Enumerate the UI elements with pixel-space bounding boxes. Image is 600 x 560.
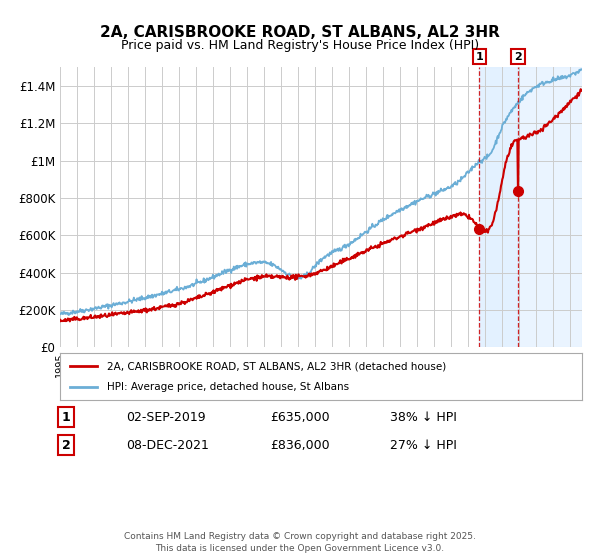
Text: HPI: Average price, detached house, St Albans: HPI: Average price, detached house, St A… (107, 382, 349, 392)
Text: Contains HM Land Registry data © Crown copyright and database right 2025.
This d: Contains HM Land Registry data © Crown c… (124, 533, 476, 553)
Text: 02-SEP-2019: 02-SEP-2019 (126, 410, 206, 424)
Text: 2: 2 (62, 438, 70, 452)
Text: 2A, CARISBROOKE ROAD, ST ALBANS, AL2 3HR: 2A, CARISBROOKE ROAD, ST ALBANS, AL2 3HR (100, 25, 500, 40)
Bar (518, 67, 582, 347)
Text: £836,000: £836,000 (270, 438, 329, 452)
Text: £635,000: £635,000 (270, 410, 329, 424)
Bar (479, 67, 518, 347)
Text: 27% ↓ HPI: 27% ↓ HPI (390, 438, 457, 452)
Text: 38% ↓ HPI: 38% ↓ HPI (390, 410, 457, 424)
Text: 1: 1 (62, 410, 70, 424)
Text: 08-DEC-2021: 08-DEC-2021 (126, 438, 209, 452)
Text: 2A, CARISBROOKE ROAD, ST ALBANS, AL2 3HR (detached house): 2A, CARISBROOKE ROAD, ST ALBANS, AL2 3HR… (107, 361, 446, 371)
Text: Price paid vs. HM Land Registry's House Price Index (HPI): Price paid vs. HM Land Registry's House … (121, 39, 479, 52)
Text: 2: 2 (514, 52, 522, 62)
Text: 1: 1 (476, 52, 484, 62)
